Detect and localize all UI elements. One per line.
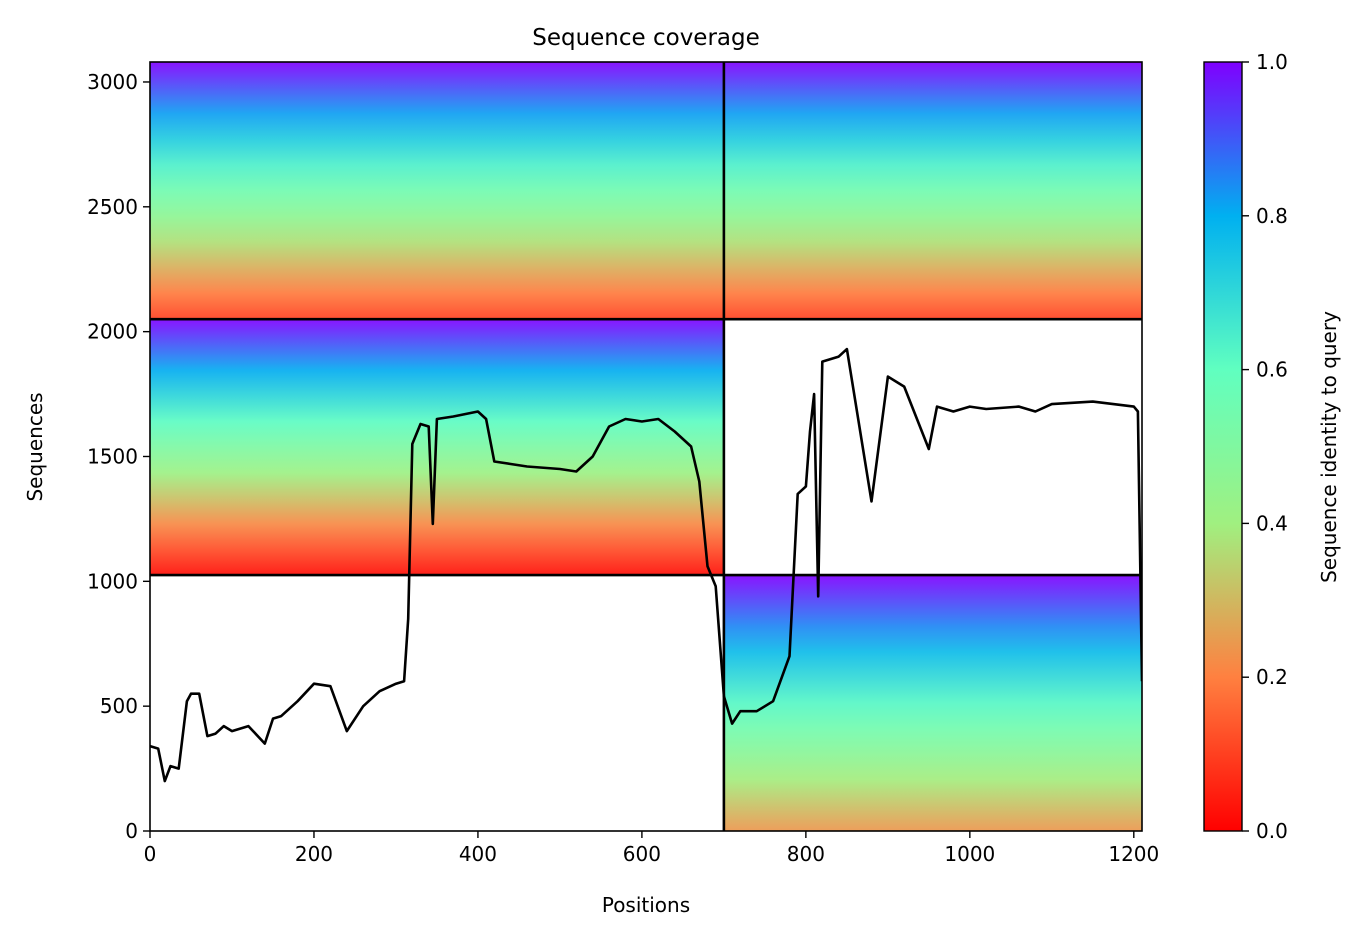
colorbar bbox=[1203, 61, 1243, 832]
chain-boundaries bbox=[150, 62, 1142, 831]
x-axis: 0 200 400 600 800 1000 1200 bbox=[144, 831, 1159, 866]
colorbar-tick-label: 0.2 bbox=[1256, 665, 1288, 689]
colorbar-tick-label: 0.6 bbox=[1256, 358, 1288, 382]
coverage-heatmap bbox=[150, 62, 1142, 831]
x-tick-label: 200 bbox=[295, 842, 333, 866]
y-tick-label: 2000 bbox=[87, 320, 138, 344]
y-axis-label: Sequences bbox=[23, 392, 47, 501]
x-tick-label: 0 bbox=[144, 842, 157, 866]
x-tick-label: 1200 bbox=[1108, 842, 1159, 866]
plot-frame bbox=[149, 61, 1143, 832]
x-tick-label: 800 bbox=[787, 842, 825, 866]
coverage-block bbox=[150, 62, 724, 320]
colorbar-tick-label: 1.0 bbox=[1256, 50, 1288, 74]
y-tick-label: 3000 bbox=[87, 70, 138, 94]
y-tick-label: 1000 bbox=[87, 569, 138, 593]
colorbar-label: Sequence identity to query bbox=[1317, 311, 1341, 583]
coverage-block bbox=[723, 575, 1142, 831]
y-tick-label: 1500 bbox=[87, 444, 138, 468]
x-tick-label: 600 bbox=[623, 842, 661, 866]
colorbar-tick-label: 0.4 bbox=[1256, 511, 1288, 535]
y-axis: 0 500 1000 1500 2000 2500 3000 bbox=[87, 70, 150, 843]
x-axis-label: Positions bbox=[602, 893, 690, 917]
colorbar-tick-label: 0.0 bbox=[1256, 819, 1288, 843]
x-tick-label: 1000 bbox=[944, 842, 995, 866]
colorbar-tick-label: 0.8 bbox=[1256, 204, 1288, 228]
y-tick-label: 2500 bbox=[87, 195, 138, 219]
coverage-line bbox=[150, 347, 1142, 783]
coverage-block bbox=[723, 62, 1142, 320]
y-tick-label: 500 bbox=[100, 694, 138, 718]
chart-title: Sequence coverage bbox=[532, 25, 760, 51]
colorbar-ticks: 0.0 0.2 0.4 0.6 0.8 1.0 bbox=[1242, 50, 1288, 843]
x-tick-label: 400 bbox=[459, 842, 497, 866]
y-tick-label: 0 bbox=[125, 819, 138, 843]
